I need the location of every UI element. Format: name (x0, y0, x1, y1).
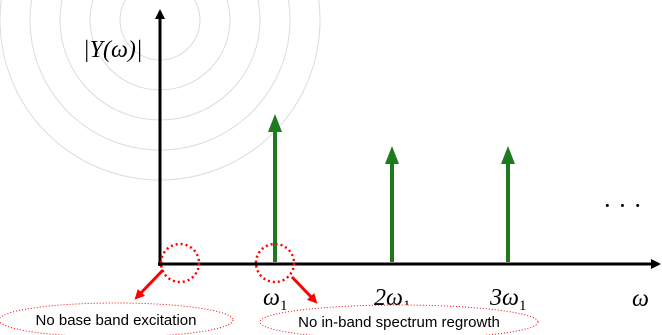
y-axis-label: |Y(ω)| (83, 37, 142, 63)
baseband-annotation-bubble (0, 302, 234, 335)
baseband-highlight-circle (159, 242, 201, 284)
spectral-line-omega1-arrowhead (268, 114, 282, 132)
inband-highlight-circle (254, 242, 296, 284)
x-axis-label: ω (632, 286, 649, 312)
spectral-line-3omega1-arrowhead (501, 146, 515, 164)
inband-arrow (290, 275, 318, 304)
inband-annotation-bubble (259, 304, 539, 335)
baseband-annotation: No base band excitation (0, 302, 234, 335)
inband-annotation-text: No in-band spectrum regrowth (298, 314, 500, 331)
tick-label-omega1: ω1 (263, 285, 287, 314)
inband-annotation: No in-band spectrum regrowth (259, 304, 539, 335)
ellipsis: · · · (603, 191, 642, 220)
baseband-arrow (134, 268, 165, 300)
tick-label-3omega1: 3ω1 (489, 285, 526, 314)
baseband-annotation-text: No base band excitation (36, 312, 197, 329)
spectral-lines (268, 114, 515, 262)
spectral-line-2omega1-arrowhead (385, 146, 399, 164)
